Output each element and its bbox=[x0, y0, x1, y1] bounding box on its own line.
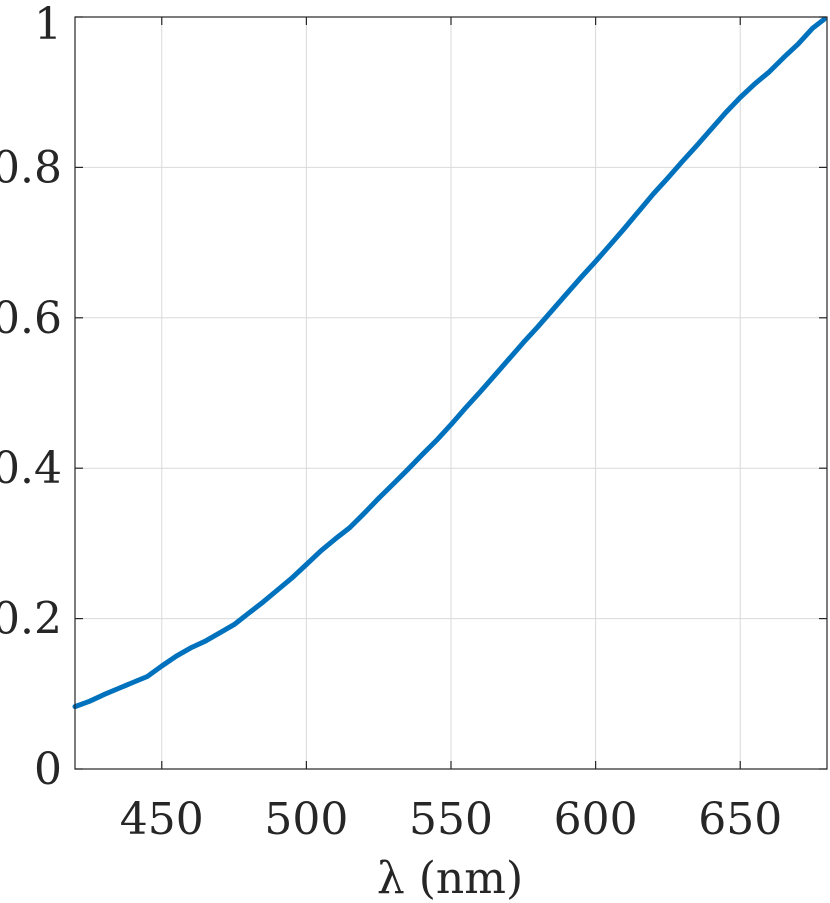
x-axis-label: λ (nm) bbox=[377, 853, 523, 903]
y-tick-label: 0.4 bbox=[0, 443, 62, 494]
x-tick-labels: 450 500 550 600 650 bbox=[120, 794, 782, 845]
y-tick-label: 0.6 bbox=[0, 293, 62, 344]
y-tick-labels: 0 0.2 0.4 0.6 0.8 1 bbox=[0, 0, 62, 795]
series-layer bbox=[72, 16, 827, 710]
series-line bbox=[72, 16, 827, 710]
axes bbox=[74, 16, 828, 770]
x-tick-label: 500 bbox=[264, 794, 348, 845]
x-tick-label: 600 bbox=[554, 794, 638, 845]
y-tick-label: 0.2 bbox=[0, 594, 62, 645]
x-tick-label: 650 bbox=[698, 794, 782, 845]
grid-lines bbox=[75, 16, 827, 770]
y-tick-label: 1 bbox=[34, 0, 62, 50]
y-tick-label: 0.8 bbox=[0, 142, 62, 193]
x-tick-label: 450 bbox=[120, 794, 204, 845]
x-tick-label: 550 bbox=[409, 794, 493, 845]
y-tick-label: 0 bbox=[34, 744, 62, 795]
